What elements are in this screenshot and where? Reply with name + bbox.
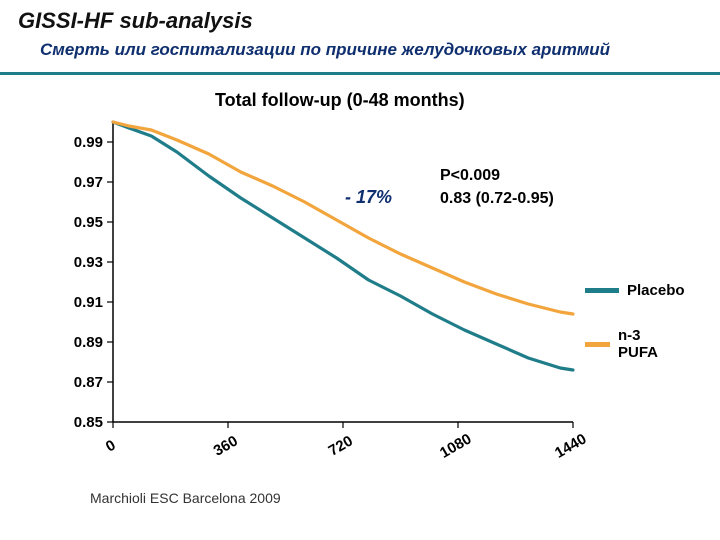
svg-text:0.89: 0.89 [74, 334, 103, 351]
svg-text:720: 720 [326, 432, 356, 459]
legend-swatch [585, 288, 619, 293]
legend-swatch [585, 342, 610, 347]
svg-text:1440: 1440 [552, 430, 589, 461]
page-title: GISSI-HF sub-analysis [18, 8, 253, 34]
footer-reference: Marchioli ESC Barcelona 2009 [90, 490, 281, 506]
svg-text:0.99: 0.99 [74, 134, 103, 151]
legend-item-pufa: n-3 PUFA [585, 327, 667, 361]
header-rule [0, 72, 720, 75]
hazard-ratio-annotation: 0.83 (0.72-0.95) [440, 190, 554, 208]
svg-text:360: 360 [211, 432, 241, 459]
chart-svg: 0.99 0.97 0.95 0.93 0.91 0.89 0.87 0.850 360 720 1… [45, 112, 665, 472]
legend-label: Placebo [627, 282, 685, 299]
svg-text:0.91: 0.91 [74, 294, 103, 311]
svg-text:0.85: 0.85 [74, 414, 103, 431]
svg-text:1080: 1080 [437, 430, 474, 461]
svg-text:0.87: 0.87 [74, 374, 103, 391]
pvalue-annotation: P<0.009 [440, 167, 500, 185]
page-subtitle: Смерть или госпитализации по причине жел… [40, 40, 610, 60]
reduction-annotation: - 17% [345, 187, 392, 208]
survival-chart: Total follow-up (0-48 months) 0.990.970.… [45, 90, 665, 470]
svg-text:0.95: 0.95 [74, 214, 103, 231]
legend-item-placebo: Placebo [585, 282, 685, 299]
legend-label: n-3 PUFA [618, 327, 667, 361]
svg-text:0: 0 [103, 437, 119, 456]
svg-text:0.93: 0.93 [74, 254, 103, 271]
slide: { "header": { "title": "GISSI-HF sub-ana… [0, 0, 720, 540]
chart-title: Total follow-up (0-48 months) [215, 90, 465, 111]
svg-text:0.97: 0.97 [74, 174, 103, 191]
